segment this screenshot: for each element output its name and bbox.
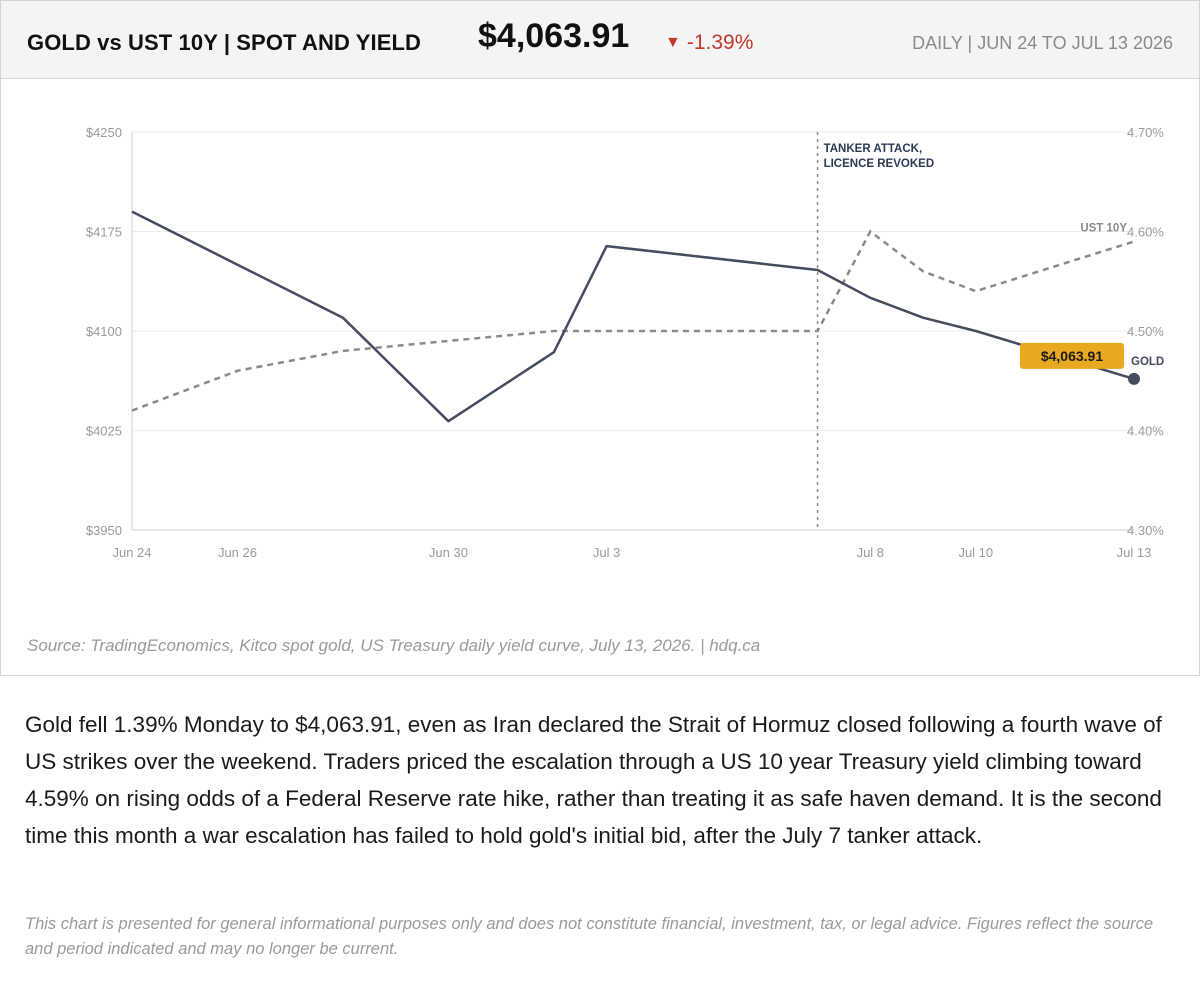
- gold-line: [131, 210, 1135, 423]
- x-tick-label: Jun 24: [112, 545, 151, 560]
- ust-10y-line: [131, 229, 1135, 412]
- x-tick-label: Jun 26: [218, 545, 257, 560]
- line-chart: $4250 $4175 $4100 $4025 $3950 4.70% 4.60% 4.50%…: [86, 125, 1164, 560]
- y-right-tick-label: 4.60%: [1127, 225, 1164, 240]
- last-value-label: $4,063.91: [1041, 348, 1103, 364]
- y-right-tick-label: 4.70%: [1127, 125, 1164, 140]
- event-annotation-label: LICENCE REVOKED: [824, 158, 935, 170]
- price-change-value: -1.39%: [686, 31, 754, 54]
- down-arrow-icon: ▼: [665, 34, 681, 51]
- y-left-tick-label: $4175: [86, 225, 122, 240]
- axes: $4250 $4175 $4100 $4025 $3950 4.70% 4.60% 4.50%…: [86, 125, 1164, 560]
- price-change: ▼ -1.39%: [665, 31, 753, 55]
- chart-title: GOLD vs UST 10Y | SPOT AND YIELD: [27, 30, 422, 55]
- gold-series-label: GOLD: [1131, 356, 1164, 368]
- y-left-tick-label: $4250: [86, 125, 122, 140]
- y-right-tick-label: 4.50%: [1127, 324, 1164, 339]
- end-labels: UST 10Y GOLD $4,063.91: [1020, 222, 1164, 369]
- chart-header: GOLD vs UST 10Y | SPOT AND YIELD $4,063.…: [1, 1, 1199, 79]
- y-left-tick-label: $4025: [86, 424, 122, 439]
- chart-period: DAILY | JUN 24 TO JUL 13 2026: [912, 33, 1173, 53]
- source-note: Source: TradingEconomics, Kitco spot gol…: [27, 636, 761, 655]
- y-right-tick-label: 4.40%: [1127, 424, 1164, 439]
- x-tick-label: Jul 3: [593, 545, 620, 560]
- x-tick-label: Jul 10: [958, 545, 993, 560]
- x-tick-label: Jun 30: [429, 545, 468, 560]
- last-value-badge: [1020, 342, 1124, 369]
- chart-card: GOLD vs UST 10Y | SPOT AND YIELD $4,063.…: [0, 0, 1200, 676]
- y-right-tick-label: 4.30%: [1127, 523, 1164, 538]
- y-left-tick-label: $3950: [86, 523, 122, 538]
- x-tick-label: Jul 8: [857, 545, 884, 560]
- y-left-tick-label: $4100: [86, 324, 122, 339]
- disclaimer-text: This chart is presented for general info…: [25, 915, 1154, 958]
- chart-series: [131, 210, 1140, 423]
- spot-price: $4,063.91: [478, 17, 630, 55]
- event-annotation-label: TANKER ATTACK,: [824, 143, 923, 155]
- ust-series-label: UST 10Y: [1080, 222, 1127, 234]
- gold-last-point: [1128, 372, 1140, 385]
- x-tick-label: Jul 13: [1117, 545, 1152, 560]
- commentary-text: Gold fell 1.39% Monday to $4,063.91, eve…: [25, 712, 1162, 848]
